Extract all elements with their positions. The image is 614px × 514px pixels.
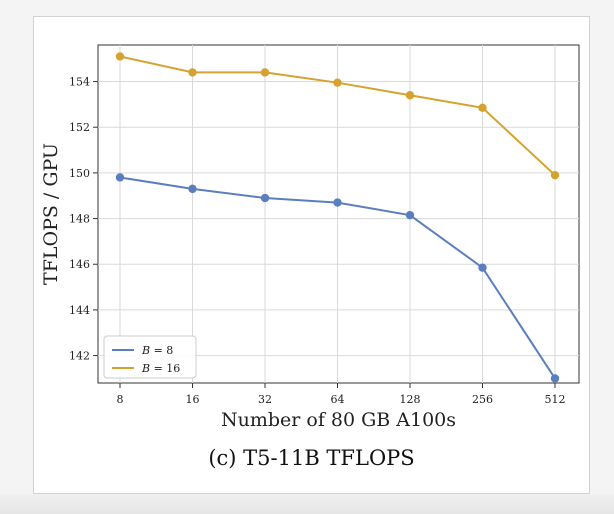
y-tick-label: 146: [69, 258, 90, 271]
y-axis-label: TFLOPS / GPU: [40, 143, 62, 285]
series-group: [115, 52, 560, 383]
data-point: [405, 91, 415, 100]
data-point: [260, 193, 270, 203]
y-tick-label: 152: [69, 121, 90, 134]
y-tick-label: 142: [69, 350, 90, 363]
legend-label: B = 16: [141, 362, 180, 375]
x-tick-label: 256: [472, 393, 493, 406]
data-point: [115, 52, 125, 61]
data-point: [333, 78, 342, 87]
x-tick-label: 128: [400, 393, 421, 406]
data-point: [188, 184, 197, 194]
data-point: [188, 68, 197, 77]
data-point: [405, 210, 415, 220]
axes: 8 16 32 64 128 256 512 142 144 146 148 150 152 154: [69, 76, 566, 406]
data-point: [115, 173, 125, 182]
x-axis-label: Number of 80 GB A100s: [221, 409, 456, 431]
y-tick-label: 144: [69, 304, 90, 317]
legend-label: B = 8: [141, 344, 173, 357]
figure-caption: (c) T5-11B TFLOPS: [208, 446, 415, 470]
data-point: [260, 68, 270, 77]
window-bottom-strip: [0, 494, 614, 514]
x-tick-label: 16: [186, 393, 200, 406]
grid: [98, 45, 579, 383]
x-tick-label: 64: [331, 393, 345, 406]
legend: B = 8 B = 16: [103, 335, 197, 379]
x-tick-label: 512: [545, 393, 566, 406]
data-point: [478, 103, 487, 113]
y-tick-label: 148: [69, 213, 90, 226]
data-point: [550, 374, 560, 383]
y-tick-label: 150: [69, 167, 90, 180]
plot-area: [97, 44, 580, 384]
x-tick-label: 8: [117, 393, 124, 406]
y-tick-label: 154: [69, 76, 90, 89]
x-tick-label: 32: [258, 393, 272, 406]
data-point: [550, 170, 560, 180]
data-point: [478, 263, 487, 272]
data-point: [333, 198, 342, 207]
